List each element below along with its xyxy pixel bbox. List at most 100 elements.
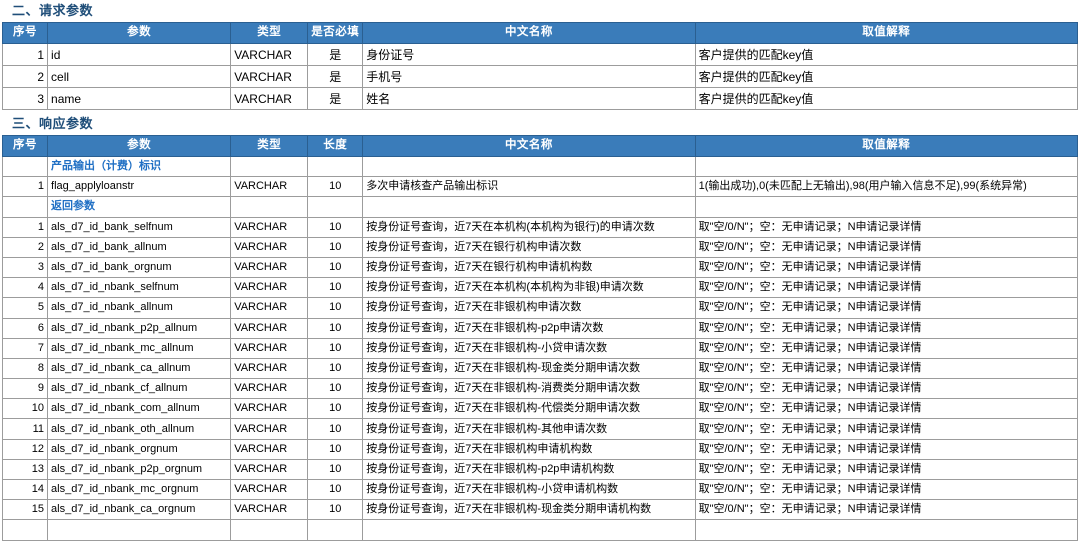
cell-value-desc: 取"空/0/N"；空：无申请记录；N申请记录详情 [694, 458, 1079, 481]
cell-no: 15 [1, 499, 49, 521]
cell-type: VARCHAR [230, 43, 309, 66]
table-row[interactable]: 1 id VARCHAR 是 身份证号 客户提供的匹配key值 [1, 43, 1079, 66]
cell-length: 10 [307, 478, 364, 501]
cell-no: 9 [1, 378, 49, 400]
cell-cn-name: 按身份证号查询，近7天在非银机构-消费类分期申请次数 [362, 378, 696, 400]
cell-cn-name: 按身份证号查询，近7天在本机构(本机构为非银)申请次数 [362, 277, 696, 299]
cell-param: als_d7_id_nbank_p2p_allnum [47, 317, 232, 339]
cell-param: als_d7_id_nbank_p2p_orgnum [47, 458, 232, 481]
cell-type: VARCHAR [230, 216, 309, 238]
table-group-row[interactable]: 返回参数 [1, 196, 1079, 218]
table-row[interactable]: 8 als_d7_id_nbank_ca_allnum VARCHAR 10 按身份证号… [1, 357, 1079, 380]
cell-type: VARCHAR [230, 378, 309, 400]
cell-param: als_d7_id_nbank_orgnum [47, 438, 232, 460]
cell-type: VARCHAR [230, 357, 309, 380]
section-heading-request-params: 二、请求参数 [12, 3, 94, 18]
table-row[interactable]: 13 als_d7_id_nbank_p2p_orgnum VARCHAR 10 按身份… [1, 458, 1079, 481]
cell-type: VARCHAR [230, 499, 309, 521]
cell-no: 2 [1, 236, 49, 258]
cell-type: VARCHAR [230, 478, 309, 501]
cell-value-desc: 取"空/0/N"；空：无申请记录；N申请记录详情 [694, 438, 1079, 460]
cell-cn-name: 按身份证号查询，近7天在非银机构-小贷申请次数 [362, 337, 696, 359]
cell-length: 10 [307, 357, 364, 380]
cell-cn-name: 按身份证号查询，近7天在银行机构申请机构数 [362, 256, 696, 279]
cell-no: 5 [1, 297, 49, 319]
table-header-row: 序号 参数 类型 是否必填 中文名称 取值解释 [1, 22, 1079, 44]
cell-type: VARCHAR [230, 458, 309, 481]
cell-length: 10 [307, 398, 364, 420]
table-row[interactable]: 3 name VARCHAR 是 姓名 客户提供的匹配key值 [1, 87, 1079, 110]
cell-cn-name [362, 155, 696, 178]
table-header-row: 序号 参数 类型 长度 中文名称 取值解释 [1, 135, 1079, 157]
table-row[interactable]: 10 als_d7_id_nbank_com_allnum VARCHAR 10 按身份… [1, 398, 1079, 420]
cell-cn-name: 按身份证号查询，近7天在非银机构-小贷申请机构数 [362, 478, 696, 501]
column-header-cn-name: 中文名称 [362, 22, 696, 44]
cell-empty [362, 519, 696, 541]
cell-no [1, 196, 49, 218]
cell-param: als_d7_id_nbank_selfnum [47, 277, 232, 299]
table-row[interactable]: 14 als_d7_id_nbank_mc_orgnum VARCHAR 10 按身份证… [1, 478, 1079, 501]
cell-length: 10 [307, 277, 364, 299]
table-row[interactable]: 4 als_d7_id_nbank_selfnum VARCHAR 10 按身份证号查询… [1, 277, 1079, 299]
cell-type [230, 196, 309, 218]
response-params-table: 序号 参数 类型 长度 中文名称 取值解释 产品输出（计费）标识 1 flag_ap… [1, 135, 1079, 541]
cell-required: 是 [307, 65, 364, 88]
cell-no: 8 [1, 357, 49, 380]
cell-length: 10 [307, 438, 364, 460]
cell-cn-name: 按身份证号查询，近7天在非银机构-代偿类分期申请次数 [362, 398, 696, 420]
cell-no: 3 [1, 87, 49, 110]
table-row[interactable]: 7 als_d7_id_nbank_mc_allnum VARCHAR 10 按身份证号… [1, 337, 1079, 359]
cell-length: 10 [307, 317, 364, 339]
cell-type: VARCHAR [230, 256, 309, 279]
cell-param: als_d7_id_nbank_mc_orgnum [47, 478, 232, 501]
column-header-no: 序号 [1, 135, 49, 157]
section-heading-response-params: 三、响应参数 [12, 116, 94, 131]
table-row[interactable]: 11 als_d7_id_nbank_oth_allnum VARCHAR 10 按身份… [1, 418, 1079, 440]
cell-type: VARCHAR [230, 87, 309, 110]
table-row[interactable]: 2 als_d7_id_bank_allnum VARCHAR 10 按身份证号查询，近… [1, 236, 1079, 258]
table-row-partial[interactable] [1, 519, 1079, 541]
cell-length: 10 [307, 418, 364, 440]
cell-param: als_d7_id_nbank_allnum [47, 297, 232, 319]
cell-length: 10 [307, 297, 364, 319]
cell-type: VARCHAR [230, 65, 309, 88]
table-row[interactable]: 15 als_d7_id_nbank_ca_orgnum VARCHAR 10 按身份证… [1, 499, 1079, 521]
cell-value-desc [694, 196, 1079, 218]
cell-length: 10 [307, 236, 364, 258]
cell-value-desc: 取"空/0/N"；空：无申请记录；N申请记录详情 [694, 418, 1079, 440]
cell-length: 10 [307, 176, 364, 198]
table-row[interactable]: 3 als_d7_id_bank_orgnum VARCHAR 10 按身份证号查询，近… [1, 256, 1079, 279]
table-row[interactable]: 2 cell VARCHAR 是 手机号 客户提供的匹配key值 [1, 65, 1079, 88]
cell-type: VARCHAR [230, 277, 309, 299]
cell-param: als_d7_id_nbank_ca_orgnum [47, 499, 232, 521]
column-header-length: 长度 [307, 135, 364, 157]
cell-no: 4 [1, 277, 49, 299]
table-row[interactable]: 5 als_d7_id_nbank_allnum VARCHAR 10 按身份证号查询，… [1, 297, 1079, 319]
table-row[interactable]: 9 als_d7_id_nbank_cf_allnum VARCHAR 10 按身份证号… [1, 378, 1079, 400]
column-header-value-desc: 取值解释 [694, 22, 1079, 44]
cell-type [230, 155, 309, 178]
request-params-table: 序号 参数 类型 是否必填 中文名称 取值解释 1 id VARCHAR 是 身… [1, 22, 1079, 110]
group-label: 产品输出（计费）标识 [47, 155, 232, 178]
cell-cn-name: 按身份证号查询，近7天在银行机构申请次数 [362, 236, 696, 258]
cell-value-desc: 取"空/0/N"；空：无申请记录；N申请记录详情 [694, 317, 1079, 339]
cell-empty [307, 519, 364, 541]
column-header-required: 是否必填 [307, 22, 364, 44]
cell-empty [230, 519, 309, 541]
cell-length: 10 [307, 256, 364, 279]
cell-value-desc: 客户提供的匹配key值 [694, 87, 1079, 110]
cell-param: als_d7_id_bank_selfnum [47, 216, 232, 238]
table-row[interactable]: 1 als_d7_id_bank_selfnum VARCHAR 10 按身份证号查询，… [1, 216, 1079, 238]
cell-value-desc: 取"空/0/N"；空：无申请记录；N申请记录详情 [694, 337, 1079, 359]
cell-length: 10 [307, 499, 364, 521]
table-row[interactable]: 1 flag_applyloanstr VARCHAR 10 多次申请核查产品输出标识 1… [1, 176, 1079, 198]
cell-param: als_d7_id_nbank_com_allnum [47, 398, 232, 420]
cell-cn-name: 按身份证号查询，近7天在非银机构-p2p申请次数 [362, 317, 696, 339]
table-group-row[interactable]: 产品输出（计费）标识 [1, 155, 1079, 178]
cell-no: 2 [1, 65, 49, 88]
cell-value-desc: 1(输出成功),0(未匹配上无输出),98(用户输入信息不足),99(系统异常) [694, 176, 1079, 198]
table-row[interactable]: 12 als_d7_id_nbank_orgnum VARCHAR 10 按身份证号查询… [1, 438, 1079, 460]
cell-param: id [47, 43, 232, 66]
cell-no: 1 [1, 43, 49, 66]
table-row[interactable]: 6 als_d7_id_nbank_p2p_allnum VARCHAR 10 按身份证… [1, 317, 1079, 339]
